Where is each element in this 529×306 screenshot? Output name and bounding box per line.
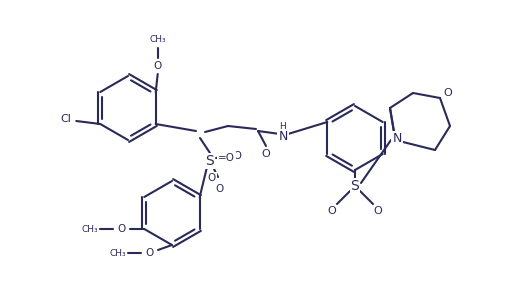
Text: N: N	[278, 129, 288, 143]
Text: O: O	[145, 248, 153, 258]
Text: S: S	[206, 154, 214, 168]
Text: Cl: Cl	[61, 114, 72, 124]
Text: O: O	[327, 206, 336, 216]
Text: H: H	[280, 121, 286, 130]
Text: O: O	[444, 88, 452, 98]
Text: O: O	[216, 184, 224, 194]
Text: N: N	[393, 132, 402, 144]
Text: CH₃: CH₃	[149, 35, 166, 43]
Text: O: O	[117, 224, 125, 234]
Text: S: S	[351, 179, 359, 193]
Text: O: O	[373, 206, 382, 216]
Text: O: O	[208, 173, 216, 183]
Text: O: O	[262, 149, 270, 159]
Text: CH₃: CH₃	[82, 225, 98, 233]
Text: =O: =O	[218, 153, 235, 163]
Text: =O: =O	[225, 151, 242, 161]
Text: CH₃: CH₃	[110, 248, 126, 258]
Text: O: O	[153, 61, 162, 71]
